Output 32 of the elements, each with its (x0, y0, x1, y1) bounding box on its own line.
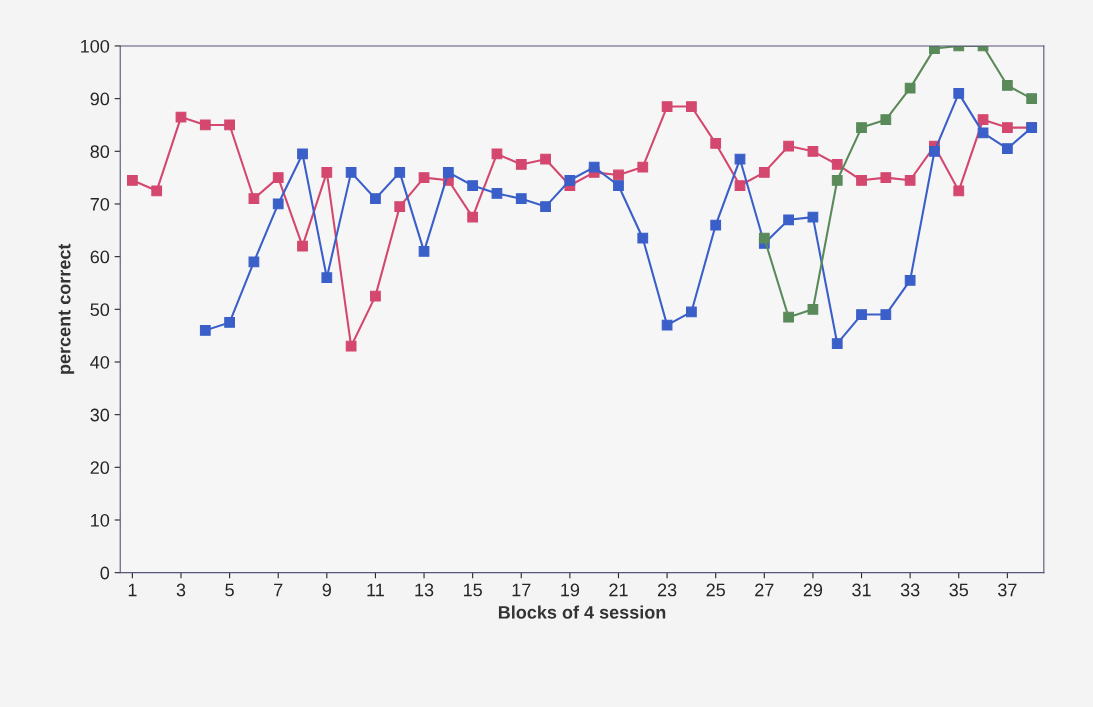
x-tick-label: 9 (322, 583, 331, 597)
x-tick-label: 25 (706, 583, 725, 597)
y-tick-label: 50 (90, 303, 110, 317)
x-tick-label: 15 (463, 583, 482, 597)
x-tick-label: 19 (561, 583, 580, 597)
x-tick-label: 31 (852, 583, 871, 597)
x-axis-title: Blocks of 4 session (498, 605, 666, 619)
y-axis-title: percent correct (58, 243, 75, 374)
x-tick-label: 27 (755, 583, 774, 597)
x-tick-label: 13 (415, 583, 434, 597)
y-tick-label: 60 (90, 250, 110, 264)
x-tick-label: 1 (128, 583, 137, 597)
y-tick-label: 40 (90, 355, 110, 369)
x-tick-label: 35 (949, 583, 969, 597)
x-tick-label: 7 (274, 583, 283, 597)
x-tick-label: 5 (225, 583, 234, 597)
x-tick-label: 21 (609, 583, 628, 597)
y-tick-label: 80 (90, 145, 110, 159)
x-tick-label: 3 (176, 583, 186, 597)
y-tick-label: 70 (90, 197, 110, 211)
y-tick-label: 0 (100, 566, 110, 580)
x-tick-label: 17 (512, 583, 531, 597)
x-tick-label: 11 (367, 583, 384, 597)
y-tick-label: 10 (91, 513, 110, 527)
x-tick-label: 29 (803, 583, 823, 597)
x-tick-label: 23 (657, 583, 677, 597)
y-tick-label: 90 (90, 92, 110, 106)
y-tick-label: 30 (90, 408, 110, 422)
x-tick-label: 37 (998, 583, 1017, 597)
y-tick-label: 20 (90, 461, 110, 475)
y-tick-label: 100 (81, 39, 110, 53)
x-tick-label: 33 (900, 583, 920, 597)
